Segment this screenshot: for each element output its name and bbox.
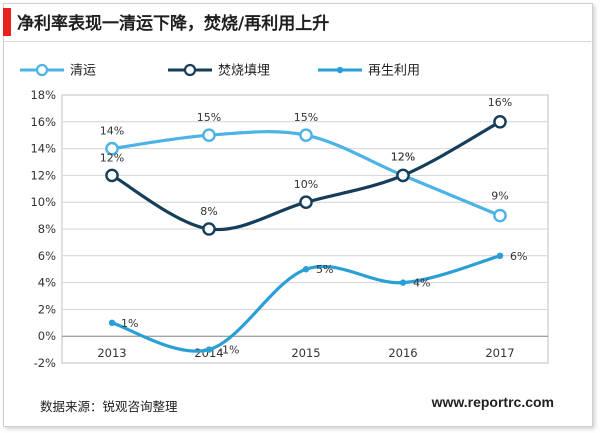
- legend-marker: [183, 63, 197, 77]
- data-point: [105, 141, 119, 156]
- y-tick-label: -2%: [34, 356, 56, 370]
- data-label: 12%: [391, 150, 415, 163]
- title-divider: [3, 41, 591, 42]
- legend-label: 再生利用: [368, 64, 420, 79]
- data-label: 5%: [316, 263, 333, 276]
- y-tick-label: 18%: [30, 88, 56, 102]
- plot-area: -2%0%2%4%6%8%10%12%14%16%18%2013 2014 2015…: [30, 88, 549, 370]
- x-tick-label: 2016: [388, 346, 417, 360]
- data-point: [493, 208, 507, 223]
- data-point: [105, 168, 119, 183]
- legend-marker: [35, 63, 49, 77]
- data-label: -1%: [218, 344, 239, 357]
- data-point: [302, 266, 310, 273]
- data-point: [299, 195, 313, 209]
- data-point: [205, 346, 213, 353]
- y-tick-label: 8%: [38, 222, 56, 236]
- data-point: [108, 319, 116, 326]
- chart-title: 净利率表现一清运下降，焚烧/再利用上升: [17, 14, 330, 34]
- data-label: 8%: [200, 205, 217, 218]
- x-tick-label: 2015: [291, 346, 320, 360]
- legend-marker: [336, 66, 344, 74]
- data-label: 6%: [510, 250, 527, 263]
- data-label: 16%: [488, 96, 512, 109]
- data-label: 12%: [391, 150, 415, 163]
- title-accent-bar: [3, 8, 11, 36]
- data-point: [493, 115, 507, 129]
- legend-label: 清运: [70, 64, 96, 79]
- data-point: [299, 128, 313, 142]
- y-tick-label: 2%: [38, 302, 56, 316]
- title-bar: 净利率表现一清运下降，焚烧/再利用上升: [3, 3, 591, 42]
- data-label: 1%: [121, 317, 138, 330]
- data-label: 14%: [100, 125, 124, 138]
- data-point: [396, 168, 410, 183]
- data-label: 15%: [294, 111, 318, 124]
- y-tick-label: 14%: [30, 142, 56, 156]
- y-tick-label: 6%: [38, 249, 56, 263]
- data-point: [202, 222, 216, 236]
- y-tick-label: 0%: [38, 329, 56, 343]
- data-point: [496, 252, 504, 259]
- y-tick-label: 12%: [30, 168, 56, 182]
- y-tick-label: 10%: [30, 195, 56, 209]
- data-label: 10%: [294, 178, 318, 191]
- data-label: 15%: [197, 111, 221, 124]
- data-label: 9%: [491, 190, 508, 203]
- data-label: 4%: [413, 277, 430, 290]
- legend-label: 焚烧填埋: [218, 64, 270, 79]
- data-point: [202, 128, 216, 142]
- data-label: 12%: [100, 151, 124, 164]
- y-tick-label: 4%: [38, 276, 56, 290]
- legend: 清运 焚烧填埋 再生利用: [20, 64, 420, 79]
- source-note: 数据来源：锐观咨询整理: [40, 399, 178, 414]
- y-tick-label: 16%: [30, 115, 56, 129]
- data-point: [399, 279, 407, 286]
- x-tick-label: 2017: [485, 346, 514, 360]
- x-tick-label: 2013: [97, 346, 126, 360]
- website-label: www.reportrc.com: [431, 394, 554, 410]
